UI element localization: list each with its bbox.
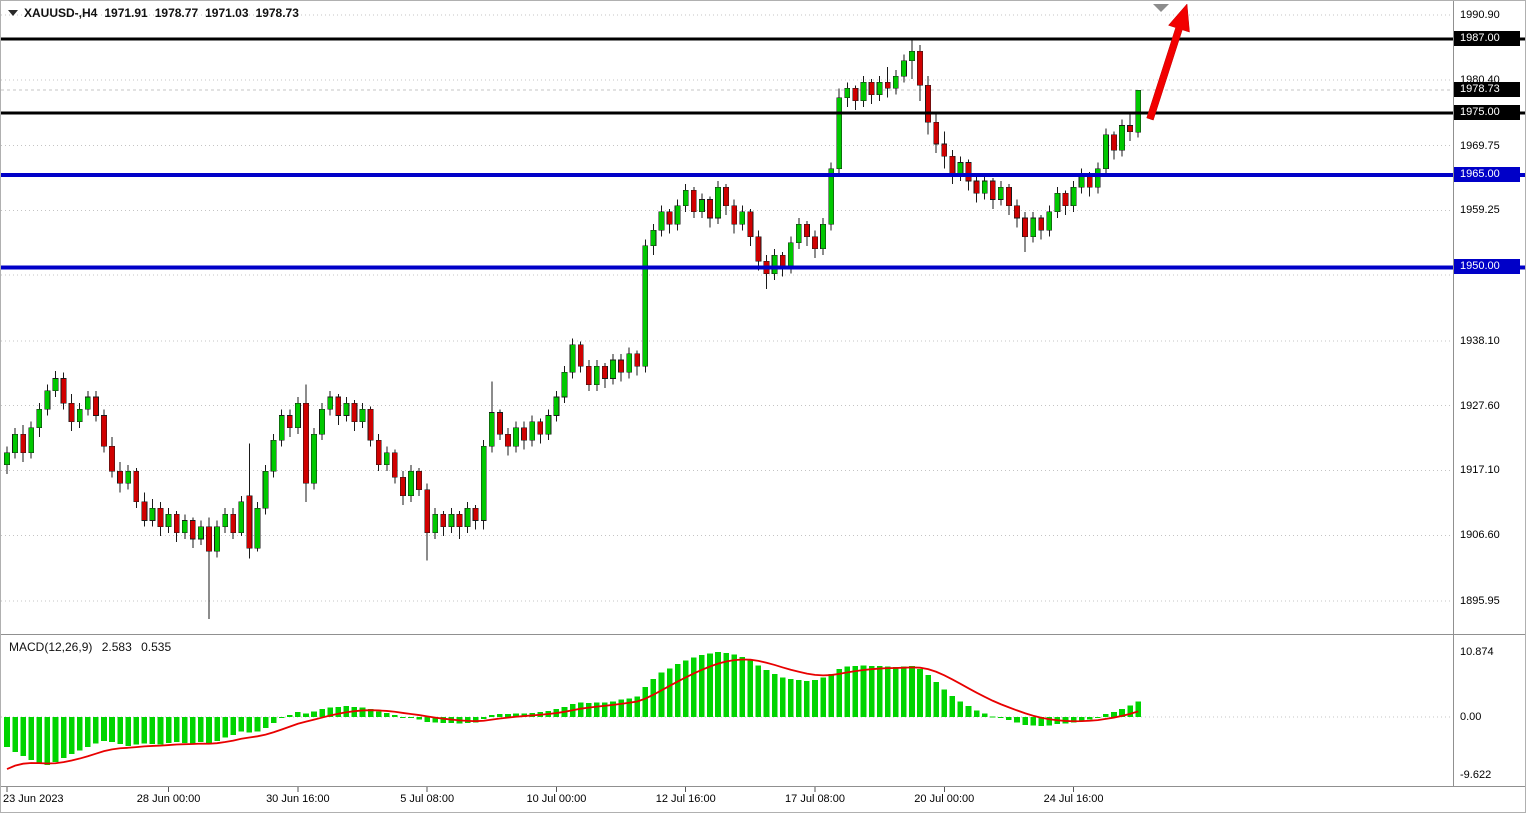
time-axis-label: 28 Jun 00:00 — [136, 793, 201, 805]
price-badge-1987.00: 1987.00 — [1454, 31, 1520, 47]
trend-arrow-annotation[interactable] — [1146, 3, 1190, 121]
chart-shift-marker-icon[interactable] — [1153, 4, 1169, 12]
macd-axis-label: -9.622 — [1460, 768, 1492, 781]
one-click-trading-icon[interactable] — [8, 10, 18, 16]
hlines-layer — [1, 37, 1525, 270]
price-axis-label: 1990.90 — [1460, 9, 1500, 21]
price-axis-label: 1927.60 — [1460, 399, 1500, 412]
price-axis-label: 1895.95 — [1460, 595, 1500, 607]
price-axis-label: 1959.25 — [1460, 204, 1500, 217]
symbol-timeframe: XAUUSD-,H4 — [24, 6, 98, 20]
current-price-badge: 1978.73 — [1454, 82, 1520, 98]
price-axis-label: 1969.75 — [1460, 139, 1500, 152]
bar-close-value: 1978.73 — [255, 6, 299, 20]
time-axis-label: 17 Jul 08:00 — [785, 793, 845, 805]
time-axis-label: 24 Jul 16:00 — [1043, 793, 1104, 805]
macd-axis-label: 10.874 — [1460, 645, 1494, 658]
macd-main-value: 2.583 — [101, 640, 132, 654]
price-axis-label: 1917.10 — [1460, 464, 1500, 477]
time-axis-label: 10 Jul 00:00 — [526, 793, 587, 805]
macd-indicator-label: MACD(12,26,9) 2.583 0.535 — [9, 640, 177, 654]
time-axis[interactable]: 23 Jun 2023 28 Jun 00:00 30 Jun 16:00 5 Jul… — [1, 790, 1525, 812]
time-axis-label: 23 Jun 2023 — [3, 793, 64, 805]
time-axis-label: 20 Jul 00:00 — [914, 793, 975, 805]
price-axis-label: 1938.10 — [1460, 334, 1500, 347]
candles-layer — [4, 39, 1142, 620]
bar-high-value: 1978.77 — [154, 6, 199, 20]
macd-histogram — [4, 652, 1141, 765]
price-badge-1965.00: 1965.00 — [1454, 166, 1520, 182]
price-axis[interactable]: 1990.90 1980.40 1969.75 1959.25 1938.10 1927.… — [1454, 1, 1525, 787]
price-badge-1975.00: 1975.00 — [1454, 105, 1520, 121]
price-badge-1950.00: 1950.00 — [1454, 259, 1520, 275]
time-axis-label: 12 Jul 16:00 — [655, 793, 716, 805]
macd-signal-line — [6, 658, 1139, 770]
bar-open-value: 1971.91 — [104, 6, 148, 20]
macd-signal-value: 0.535 — [141, 640, 172, 654]
bar-low-value: 1971.03 — [205, 6, 249, 20]
chart-title: XAUUSD-,H4 1971.91 1978.77 1971.03 1978.… — [8, 6, 299, 20]
price-axis-label: 1906.60 — [1460, 529, 1500, 542]
macd-name: MACD(12,26,9) — [9, 640, 93, 654]
macd-axis-label: 0.00 — [1460, 711, 1482, 723]
grid-layer — [1, 14, 1453, 718]
time-axis-label: 30 Jun 16:00 — [266, 793, 330, 805]
separators — [1, 1, 1525, 792]
time-axis-label: 5 Jul 08:00 — [400, 793, 455, 805]
